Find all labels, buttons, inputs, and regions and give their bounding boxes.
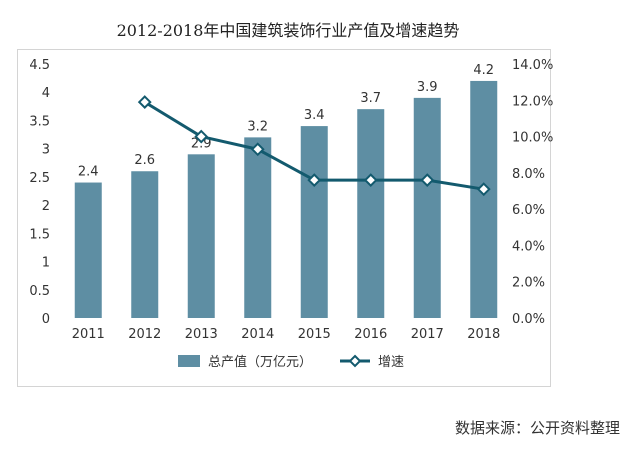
x-tick-2014: 2014 [241, 327, 274, 342]
y-left-tick: 1.5 [29, 227, 50, 242]
y-right-tick: 4.0% [512, 239, 545, 254]
y-right-tick: 8.0% [512, 167, 545, 182]
bar-2011 [74, 182, 102, 318]
x-tick-2013: 2013 [185, 327, 218, 342]
x-tick-2011: 2011 [72, 327, 105, 342]
bar-2012 [131, 171, 159, 318]
bar-2014 [244, 137, 272, 318]
y-right-tick: 0.0% [512, 312, 545, 327]
bar-2015 [300, 126, 328, 318]
bar-2016 [357, 109, 385, 319]
bar-data-labels: 2.4 2.6 2.9 3.2 3.4 3.7 3.9 4.2 [78, 63, 494, 180]
x-tick-2018: 2018 [467, 327, 500, 342]
y-left-tick: 0 [42, 312, 50, 327]
legend-line-label: 增速 [378, 355, 404, 370]
chart-frame [17, 49, 551, 387]
legend: 总产值（万亿元） 增速 [178, 354, 404, 370]
growth-point-2018 [476, 182, 491, 197]
bar-2018 [470, 80, 498, 318]
x-tick-2016: 2016 [354, 327, 387, 342]
source-note: 数据来源：公开资料整理 [454, 419, 620, 437]
y-left-tick: 2.5 [29, 171, 50, 186]
legend-bar-label: 总产值（万亿元） [208, 354, 312, 370]
growth-point-2017 [420, 173, 435, 188]
y-left-tick: 4 [42, 86, 50, 101]
bar-label-2017: 3.9 [417, 80, 438, 95]
x-axis-ticks: 2011 2012 2013 2014 2015 2016 2017 2018 [72, 327, 501, 342]
bar-label-2018: 4.2 [473, 63, 494, 78]
left-axis-ticks: 0 0.5 1 1.5 2 2.5 3 3.5 4 4.5 [29, 58, 50, 327]
legend-line-marker [348, 354, 362, 368]
x-tick-2012: 2012 [128, 327, 161, 342]
x-tick-2017: 2017 [411, 327, 444, 342]
y-left-tick: 0.5 [29, 284, 50, 299]
y-right-tick: 12.0% [512, 94, 553, 109]
bar-label-2011: 2.4 [78, 165, 99, 180]
y-left-tick: 4.5 [29, 58, 50, 73]
growth-point-2014 [250, 142, 265, 157]
growth-point-2012 [137, 95, 152, 110]
y-right-tick: 14.0% [512, 58, 553, 73]
growth-point-2016 [363, 173, 378, 188]
y-left-tick: 1 [42, 256, 50, 271]
legend-bar-swatch [178, 355, 200, 367]
chart-title: 2012-2018年中国建筑装饰行业产值及增速趋势 [116, 21, 460, 40]
y-left-tick: 3 [42, 143, 50, 158]
bar-label-2012: 2.6 [134, 153, 155, 168]
growth-point-2015 [307, 173, 322, 188]
y-right-tick: 10.0% [512, 131, 553, 146]
y-right-tick: 2.0% [512, 276, 545, 291]
y-left-tick: 3.5 [29, 114, 50, 129]
y-right-tick: 6.0% [512, 203, 545, 218]
growth-point-2013 [194, 129, 209, 144]
line-series [137, 95, 491, 197]
right-axis-ticks: 0.0% 2.0% 4.0% 6.0% 8.0% 10.0% 12.0% 14.0% [512, 58, 553, 327]
bar-label-2013: 2.9 [191, 136, 212, 151]
bar-series [74, 80, 498, 319]
bar-label-2014: 3.2 [247, 119, 268, 134]
bar-label-2015: 3.4 [304, 108, 325, 123]
x-tick-2015: 2015 [298, 327, 331, 342]
bar-label-2016: 3.7 [360, 91, 381, 106]
bar-2017 [413, 97, 441, 318]
bar-2013 [187, 154, 215, 318]
y-left-tick: 2 [42, 199, 50, 214]
